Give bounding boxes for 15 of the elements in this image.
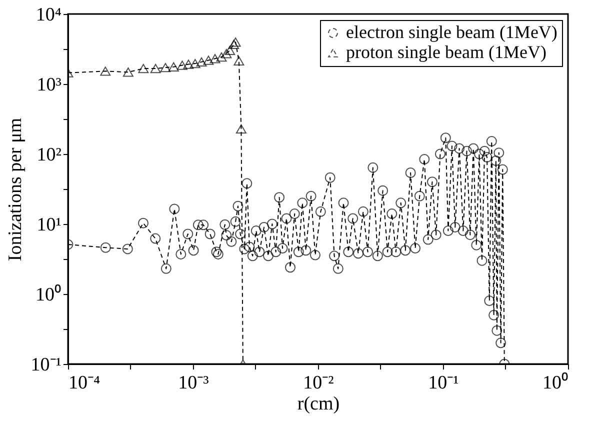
y-axis-title: Ionizations per μm <box>4 118 26 262</box>
x-tick-label: 10⁰ <box>542 372 568 394</box>
y-tick-label: 10³ <box>36 74 62 96</box>
x-tick-label: 10⁻² <box>303 372 334 394</box>
y-tick-label: 10⁴ <box>36 4 62 26</box>
x-axis-title: r(cm) <box>297 394 340 414</box>
legend-label: electron single beam (1MeV) <box>346 22 558 42</box>
x-tick-label: 10⁻¹ <box>428 372 460 394</box>
x-tick-label: 10⁻³ <box>178 372 210 394</box>
legend-label: proton single beam (1MeV) <box>346 42 546 62</box>
y-tick-label: 10² <box>36 144 62 166</box>
y-tick-label: 10⁻¹ <box>30 354 62 376</box>
y-tick-label: 10¹ <box>36 214 62 236</box>
x-tick-label: 10⁻⁴ <box>68 372 100 394</box>
y-tick-label: 10⁰ <box>36 284 62 306</box>
